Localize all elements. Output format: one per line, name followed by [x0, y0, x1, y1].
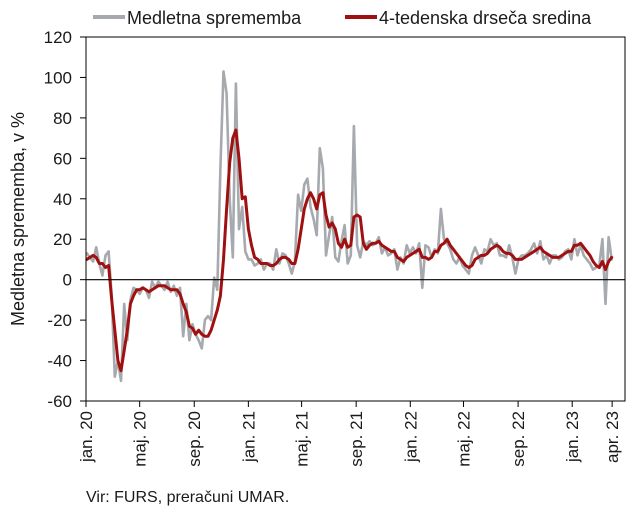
- x-axis: jan. 20 maj. 20 sep. 20 jan. 21 maj. 21 sep. …: [77, 401, 622, 467]
- y-axis-title: Medletna sprememba, v %: [8, 112, 28, 326]
- x-tick-label: jan. 22: [401, 411, 420, 463]
- y-tick-label: 120: [44, 28, 72, 47]
- legend-label-2: 4-tedenska drseča sredina: [379, 8, 592, 28]
- y-tick-label: 40: [53, 190, 72, 209]
- y-axis-label: Medletna sprememba, v %: [8, 112, 28, 326]
- x-tick-label: sep. 20: [185, 411, 204, 467]
- series-line-1: [85, 70, 613, 383]
- x-tick-label: jan. 20: [77, 411, 96, 463]
- y-tick-label: -40: [47, 352, 72, 371]
- y-tick-label: -20: [47, 311, 72, 330]
- x-tick-label: sep. 21: [347, 411, 366, 467]
- x-tick-label: apr. 23: [603, 411, 622, 463]
- y-tick-label: 60: [53, 149, 72, 168]
- plot-frame: [85, 36, 626, 402]
- x-tick-label: jan. 23: [563, 411, 582, 463]
- y-tick-label: 0: [63, 271, 72, 290]
- plot-border: [85, 36, 626, 402]
- x-tick-label: jan. 21: [239, 411, 258, 463]
- legend: Medletna sprememba 4-tedenska drseča sred…: [93, 8, 592, 28]
- source-note: Vir: FURS, preračuni UMAR.: [86, 489, 290, 506]
- legend-label-1: Medletna sprememba: [127, 8, 302, 28]
- series-line-2: [85, 128, 614, 373]
- x-tick-label: sep. 22: [509, 411, 528, 467]
- y-tick-label: 100: [44, 68, 72, 87]
- x-tick-label: maj. 20: [131, 411, 150, 467]
- y-tick-label: 20: [53, 230, 72, 249]
- y-tick-label: 80: [53, 109, 72, 128]
- series-layer: [85, 70, 614, 383]
- x-tick-label: maj. 22: [455, 411, 474, 467]
- y-tick-label: -60: [47, 392, 72, 411]
- y-axis: -60 -40 -20 0 20 40 60 80 100 120: [44, 28, 86, 411]
- x-tick-label: maj. 21: [293, 411, 312, 467]
